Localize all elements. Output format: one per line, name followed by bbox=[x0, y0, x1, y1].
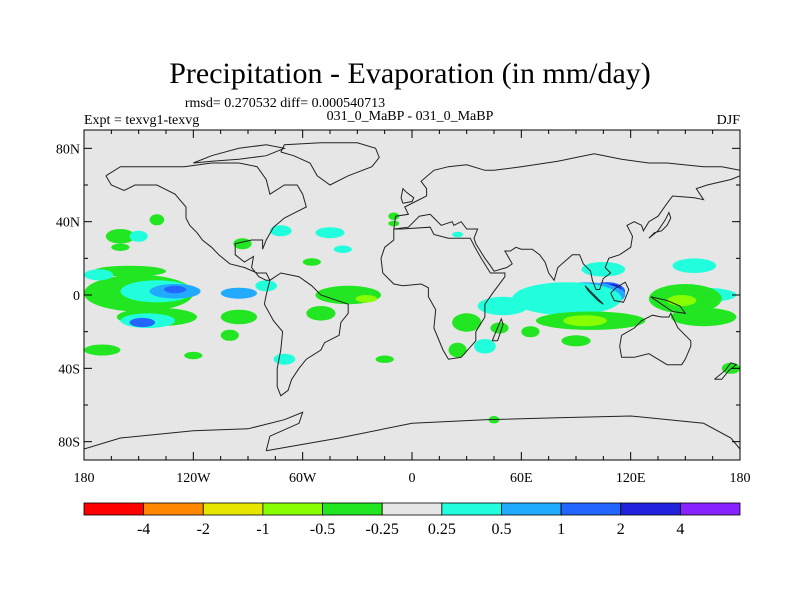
shaded-region-8 bbox=[220, 309, 258, 325]
shaded-region-45 bbox=[448, 342, 467, 358]
x-tick-label-2: 60W bbox=[289, 471, 317, 486]
stats-line: rmsd= 0.270532 diff= 0.000540713 bbox=[185, 96, 385, 111]
colorbar-box-1 bbox=[143, 502, 204, 516]
colorbar-box-9 bbox=[620, 502, 681, 516]
colorbar-box-3 bbox=[262, 502, 323, 516]
shaded-region-28 bbox=[273, 353, 296, 365]
shaded-region-3 bbox=[164, 285, 187, 294]
coastline-6 bbox=[491, 317, 504, 342]
coastline-9 bbox=[650, 296, 687, 314]
coastlines-layer bbox=[84, 142, 740, 452]
colorbar-label-7: 1 bbox=[557, 521, 565, 538]
shaded-region-51 bbox=[388, 220, 400, 227]
shaded-region-23 bbox=[315, 227, 345, 239]
shaded-region-4 bbox=[220, 287, 258, 299]
shaded-region-48 bbox=[561, 335, 591, 347]
colorbar-box-5 bbox=[381, 502, 443, 516]
colorbar-label-1: -2 bbox=[197, 521, 210, 538]
coastline-7 bbox=[584, 285, 604, 305]
shaded-region-46 bbox=[490, 322, 509, 334]
shaded-region-26 bbox=[184, 351, 203, 360]
colorbar-box-8 bbox=[560, 502, 622, 516]
shaded-regions-layer bbox=[84, 212, 740, 424]
shaded-region-10 bbox=[129, 230, 148, 242]
shaded-region-16 bbox=[220, 329, 239, 341]
shaded-region-41 bbox=[563, 315, 607, 327]
shaded-region-35 bbox=[581, 262, 626, 277]
coastline-1 bbox=[263, 272, 349, 397]
shaded-region-33 bbox=[512, 282, 622, 316]
x-tick-label-1: 120W bbox=[176, 471, 211, 486]
x-tick-label-4: 60E bbox=[510, 471, 533, 486]
shaded-region-22 bbox=[333, 245, 352, 253]
colorbar-label-4: -0.25 bbox=[366, 521, 399, 538]
coastline-4 bbox=[393, 153, 740, 290]
y-tick-label-2: 0 bbox=[73, 289, 80, 304]
center-label: 031_0_MaBP - 031_0_MaBP bbox=[327, 109, 494, 124]
colorbar-label-8: 2 bbox=[617, 521, 625, 538]
shaded-region-34 bbox=[477, 296, 529, 316]
shaded-region-29 bbox=[388, 212, 400, 220]
shaded-region-13 bbox=[111, 243, 130, 251]
y-tick-label-0: 80N bbox=[56, 142, 80, 157]
coastline-13 bbox=[266, 415, 740, 452]
shaded-region-24 bbox=[269, 225, 292, 237]
colorbar-box-6 bbox=[441, 502, 502, 516]
shaded-region-42 bbox=[670, 307, 737, 327]
shaded-region-21 bbox=[302, 258, 321, 266]
colorbar-box-2 bbox=[202, 502, 264, 516]
colorbar-box-7 bbox=[501, 502, 562, 516]
chart-title: Precipitation - Evaporation (in mm/day) bbox=[169, 57, 651, 90]
x-tick-label-5: 120E bbox=[616, 471, 646, 486]
axis-ticks-layer: 180 120W 60W 0 60E 120E 180 80N 40N 0 40S 80S bbox=[56, 130, 751, 486]
colorbar-box-4 bbox=[322, 502, 383, 516]
x-tick-label-6: 180 bbox=[730, 471, 751, 486]
colorbar-label-2: -1 bbox=[256, 521, 269, 538]
colorbar-box-0 bbox=[83, 502, 145, 516]
x-tick-label-0: 180 bbox=[74, 471, 95, 486]
coastline-11 bbox=[714, 362, 738, 380]
coastline-14 bbox=[84, 411, 304, 451]
y-tick-label-1: 40N bbox=[56, 216, 80, 231]
shaded-region-27 bbox=[375, 355, 394, 363]
colorbar-label-6: 0.5 bbox=[491, 521, 511, 538]
shaded-region-20 bbox=[255, 280, 278, 292]
colorbar: -4 -2 -1 -0.5 -0.25 0.25 0.5 1 2 4 bbox=[83, 502, 741, 538]
coastline-2 bbox=[280, 142, 380, 186]
shaded-region-36 bbox=[672, 258, 717, 274]
shaded-region-14 bbox=[149, 214, 165, 226]
y-tick-label-4: 80S bbox=[58, 436, 80, 451]
right-label: DJF bbox=[717, 113, 741, 128]
shaded-region-52 bbox=[452, 231, 464, 238]
shaded-region-9 bbox=[105, 229, 135, 244]
shaded-region-18 bbox=[355, 295, 378, 303]
shaded-region-7 bbox=[129, 317, 156, 328]
shaded-region-43 bbox=[452, 313, 482, 332]
colorbar-label-5: 0.25 bbox=[428, 521, 456, 538]
coastline-5 bbox=[619, 312, 692, 366]
shaded-region-15 bbox=[84, 344, 121, 356]
colorbar-label-0: -4 bbox=[137, 521, 150, 538]
coastline-10 bbox=[648, 211, 672, 239]
coastline-0 bbox=[105, 162, 307, 281]
shaded-region-44 bbox=[474, 339, 496, 354]
shaded-region-19 bbox=[306, 306, 336, 321]
coastline-12 bbox=[400, 187, 415, 204]
colorbar-box-10 bbox=[679, 502, 741, 516]
coastline-8 bbox=[610, 281, 630, 303]
coastline-15 bbox=[193, 144, 287, 164]
x-tick-label-3: 0 bbox=[409, 471, 416, 486]
shaded-region-47 bbox=[521, 326, 540, 338]
y-tick-label-3: 40S bbox=[58, 362, 80, 377]
colorbar-label-9: 4 bbox=[676, 521, 684, 538]
coastline-3 bbox=[380, 226, 506, 360]
colorbar-label-3: -0.5 bbox=[310, 521, 335, 538]
shaded-region-39 bbox=[667, 295, 697, 306]
shaded-region-12 bbox=[84, 269, 114, 281]
left-label: Expt = texvg1-texvg bbox=[84, 113, 199, 128]
